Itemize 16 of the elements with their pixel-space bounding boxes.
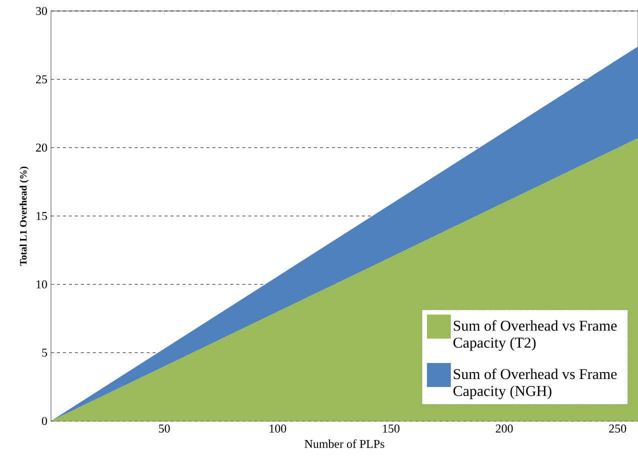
x-tick-label: 100 [270,424,286,433]
y-tick-label: 10 [36,280,48,288]
y-axis-title: Total L1 Overhead (%) [20,166,29,266]
x-tick-label: 150 [383,424,400,433]
y-tick-label: 30 [36,6,48,16]
x-tick-label: 250 [609,424,626,433]
legend-label: Sum of Overhead vs Frame Capacity (T2) [453,320,617,351]
x-tick-label: 50 [159,424,170,433]
y-tick-label: 20 [36,144,48,152]
y-tick-label: 0 [42,416,48,426]
legend-label: Sum of Overhead vs Frame Capacity (NGH) [453,368,617,400]
x-axis-title: Number of PLPs [304,439,384,448]
y-tick-label: 15 [36,212,48,220]
x-tick-label: 200 [496,424,513,433]
y-tick-label: 25 [36,75,48,84]
y-tick-label: 5 [42,348,48,357]
